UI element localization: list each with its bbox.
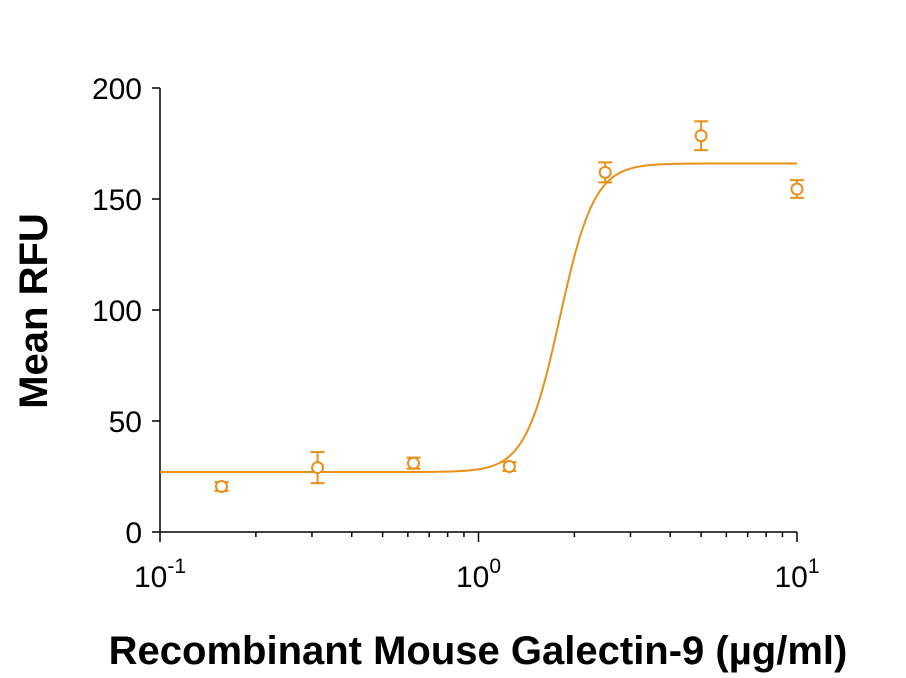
point-marker [502, 460, 516, 474]
point-marker [406, 456, 420, 470]
data-point [790, 179, 804, 199]
point-marker [311, 461, 325, 475]
data-point [214, 479, 229, 493]
x-axis-title: Recombinant Mouse Galectin-9 (µg/ml) [109, 629, 848, 673]
data-point [310, 451, 325, 485]
x-tick-label: 10-1 [134, 555, 186, 594]
x-tick-label: 100 [456, 555, 501, 594]
point-marker [790, 182, 804, 196]
data-points [214, 120, 804, 493]
data-point [598, 161, 613, 184]
axes: 0 50 100 150 200 10-1 100 101 [92, 73, 820, 594]
point-marker [694, 129, 708, 143]
data-point [502, 460, 517, 474]
y-axis-title: Mean RFU [12, 213, 56, 409]
y-tick-label: 150 [92, 184, 142, 217]
y-tick-label: 100 [92, 295, 142, 328]
x-ticks: 10-1 100 101 [134, 532, 820, 594]
x-tick-label: 101 [774, 555, 819, 594]
data-point [406, 456, 421, 470]
y-tick-label: 0 [125, 517, 142, 550]
y-tick-label: 200 [92, 73, 142, 106]
point-marker [215, 479, 229, 493]
point-marker [598, 165, 612, 179]
y-tick-label: 50 [109, 406, 142, 439]
y-ticks: 0 50 100 150 200 [92, 73, 160, 550]
data-point [694, 120, 709, 152]
fit-curve [160, 162, 797, 474]
